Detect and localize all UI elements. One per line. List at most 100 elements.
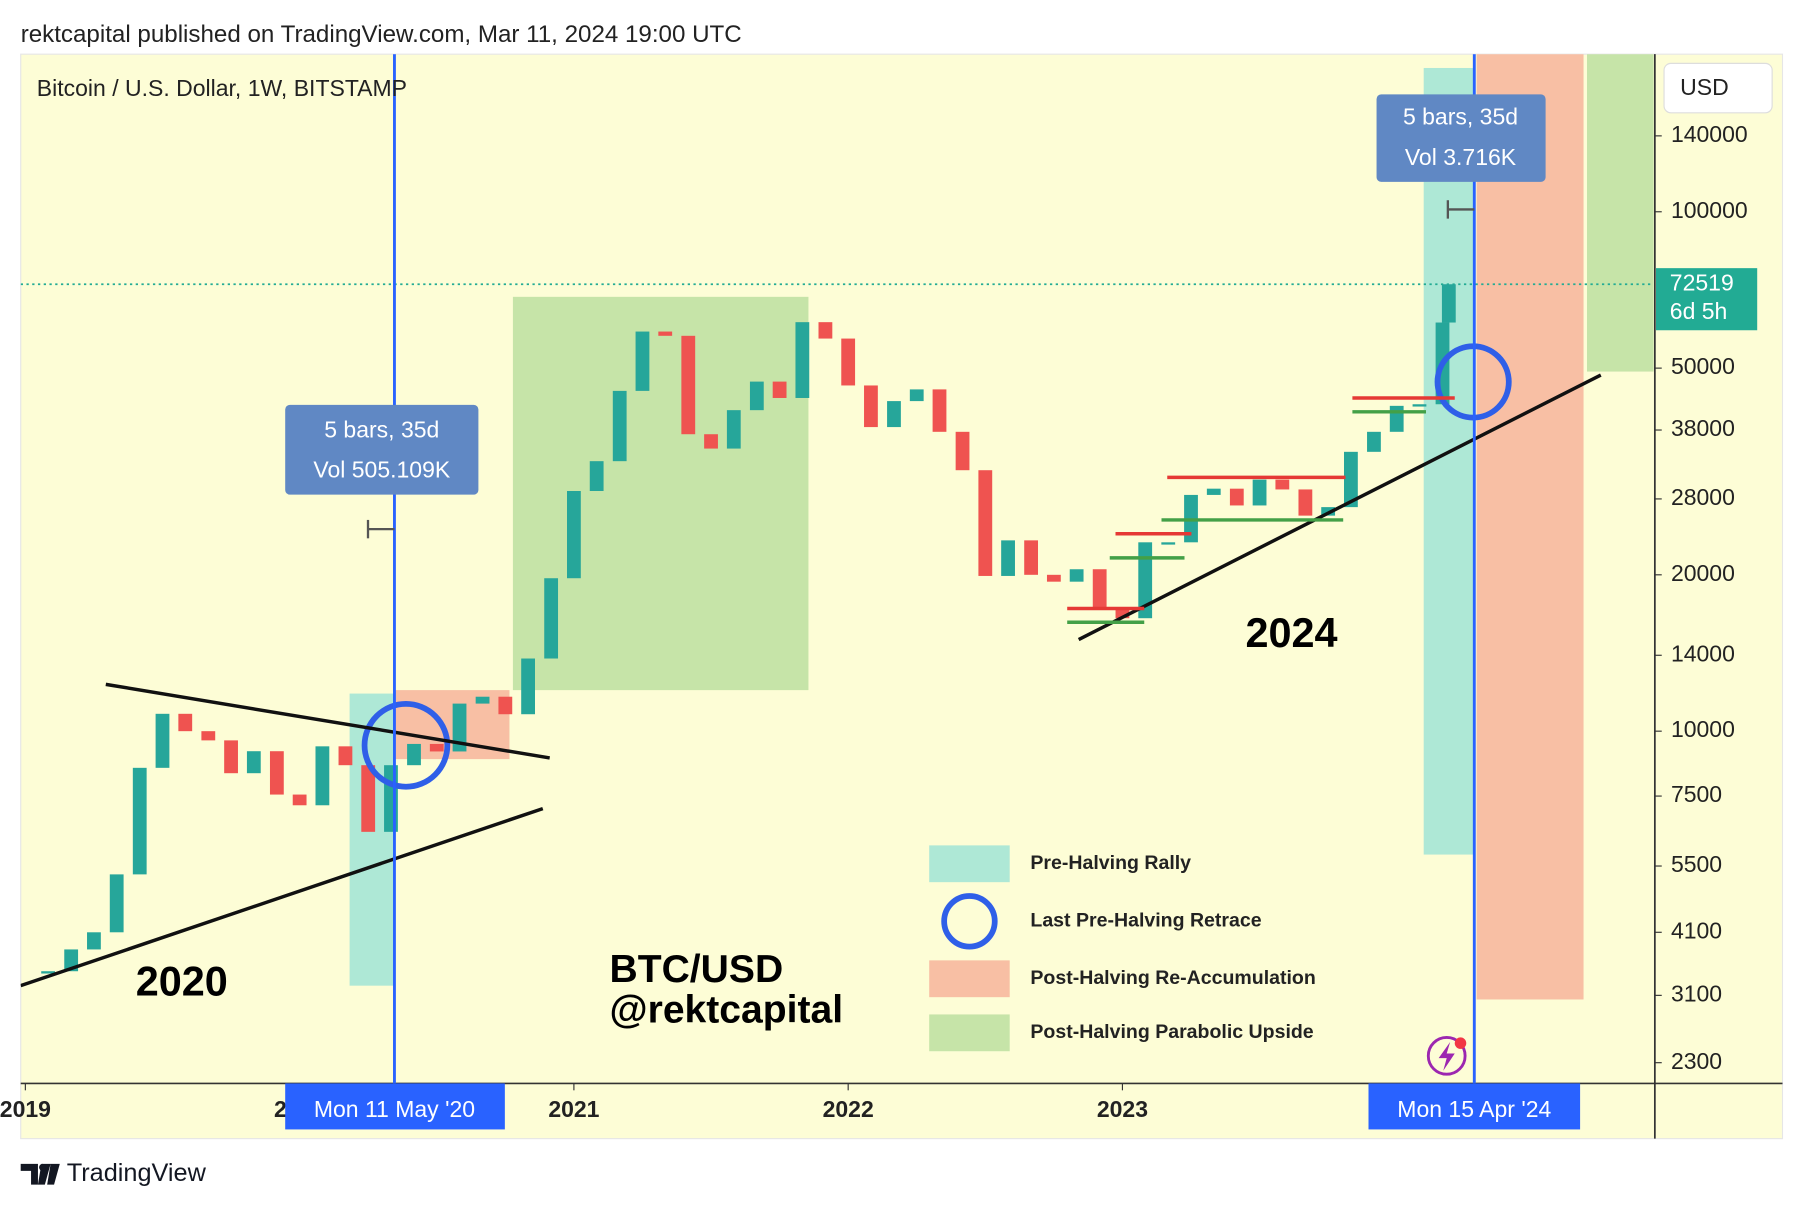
- candle: [1069, 569, 1084, 582]
- candle: [1161, 542, 1176, 545]
- measure-bars: 5 bars, 35d: [1403, 104, 1518, 130]
- candle: [1229, 488, 1244, 506]
- annotation: BTC/USD: [610, 948, 784, 991]
- y-tick-label: 3100: [1671, 980, 1722, 1006]
- zone: [1587, 54, 1654, 372]
- candle: [1046, 574, 1061, 582]
- zone: [349, 693, 395, 986]
- candle: [109, 874, 124, 933]
- candle: [41, 971, 56, 974]
- candle: [726, 410, 741, 449]
- last-price-box: [1656, 268, 1758, 331]
- candle: [635, 331, 650, 391]
- candle: [201, 731, 216, 741]
- x-tick-label: 2022: [823, 1096, 874, 1122]
- retrace-circle: [361, 701, 451, 790]
- y-tick-label: 7500: [1671, 781, 1722, 807]
- candle: [1389, 405, 1404, 432]
- currency-button[interactable]: [1663, 62, 1773, 114]
- candle: [498, 696, 513, 715]
- candle: [155, 713, 170, 768]
- candle: [315, 746, 330, 806]
- candle: [521, 658, 535, 715]
- annotation: @rektcapital: [610, 988, 844, 1031]
- candle: [407, 743, 421, 766]
- legend-label: Pre-Halving Rally: [1030, 852, 1191, 874]
- candle: [1412, 404, 1427, 407]
- crosshair-label-box: [285, 1083, 505, 1130]
- candle: [1367, 431, 1381, 452]
- legend-swatch: [929, 960, 1010, 998]
- measure-tooltip: [285, 404, 479, 495]
- y-tick-label: 2300: [1671, 1048, 1722, 1074]
- zone: [1476, 54, 1584, 1000]
- zone: [512, 296, 809, 691]
- candle: [452, 703, 467, 752]
- candle: [475, 696, 490, 704]
- candle: [1206, 488, 1221, 495]
- y-tick-label: 140000: [1671, 121, 1748, 147]
- x-tick-label: 2021: [548, 1096, 599, 1122]
- candle: [1092, 569, 1107, 609]
- legend-swatch: [929, 845, 1010, 883]
- legend-label: Post-Halving Parabolic Upside: [1030, 1021, 1313, 1043]
- candle: [544, 578, 559, 659]
- candle: [658, 331, 673, 336]
- candle: [1275, 479, 1290, 490]
- crosshair-label-box: [1368, 1083, 1581, 1130]
- drawings: [20, 54, 1602, 1084]
- candle: [87, 932, 101, 950]
- candle: [1024, 540, 1039, 575]
- crosshair-label: Mon 11 May '20: [314, 1096, 475, 1122]
- legend-label: Post-Halving Re-Accumulation: [1030, 967, 1315, 989]
- candle: [178, 713, 193, 732]
- candle: [818, 322, 833, 339]
- legend-swatch: [929, 1014, 1010, 1052]
- candle: [749, 381, 764, 411]
- annotation: 2024: [1245, 610, 1337, 656]
- chart-title: Bitcoin / U.S. Dollar, 1W, BITSTAMP: [37, 75, 407, 101]
- y-tick-label: 4100: [1671, 917, 1722, 943]
- candle: [361, 765, 376, 832]
- candle: [246, 751, 261, 774]
- y-tick-label: 50000: [1671, 353, 1735, 379]
- legend-label: Last Pre-Halving Retrace: [1030, 909, 1261, 931]
- candle: [1252, 479, 1267, 506]
- y-tick-label: 28000: [1671, 484, 1735, 510]
- measure-volume: Vol 505.109K: [313, 457, 451, 483]
- header: rektcapital published on TradingView.com…: [21, 21, 742, 48]
- y-tick-label: 100000: [1671, 197, 1748, 223]
- candle: [1298, 489, 1313, 516]
- measure-tooltip: [1376, 94, 1546, 182]
- last-price-countdown: 6d 5h: [1670, 298, 1728, 324]
- footer-brand: TradingView: [67, 1159, 207, 1187]
- legend-swatch: [941, 893, 998, 950]
- y-tick-label: 10000: [1671, 716, 1735, 742]
- y-tick-label: 20000: [1671, 560, 1735, 586]
- candle: [338, 746, 353, 766]
- logo: [20, 1163, 60, 1185]
- candle: [1115, 608, 1130, 619]
- measure-bars: 5 bars, 35d: [324, 416, 439, 442]
- x-tick-label: 2023: [1097, 1096, 1148, 1122]
- annotation: 2020: [136, 958, 228, 1004]
- candle: [772, 381, 787, 398]
- candle: [589, 461, 604, 491]
- candle: [841, 338, 856, 386]
- candle: [1138, 542, 1153, 619]
- candle: [704, 434, 718, 449]
- candle: [887, 401, 901, 428]
- candle: [932, 389, 947, 432]
- y-tick-label: 14000: [1671, 640, 1735, 666]
- crosshair-label: Mon 15 Apr '24: [1397, 1096, 1551, 1122]
- x-tick-label: 2019: [0, 1096, 51, 1122]
- candle: [955, 431, 970, 471]
- candle: [1344, 451, 1358, 508]
- candle: [864, 385, 878, 428]
- candle: [567, 490, 581, 579]
- candle: [795, 322, 810, 398]
- candle: [224, 740, 238, 774]
- last-price-label: 72519: [1670, 269, 1734, 295]
- y-tick-label: 38000: [1671, 415, 1735, 441]
